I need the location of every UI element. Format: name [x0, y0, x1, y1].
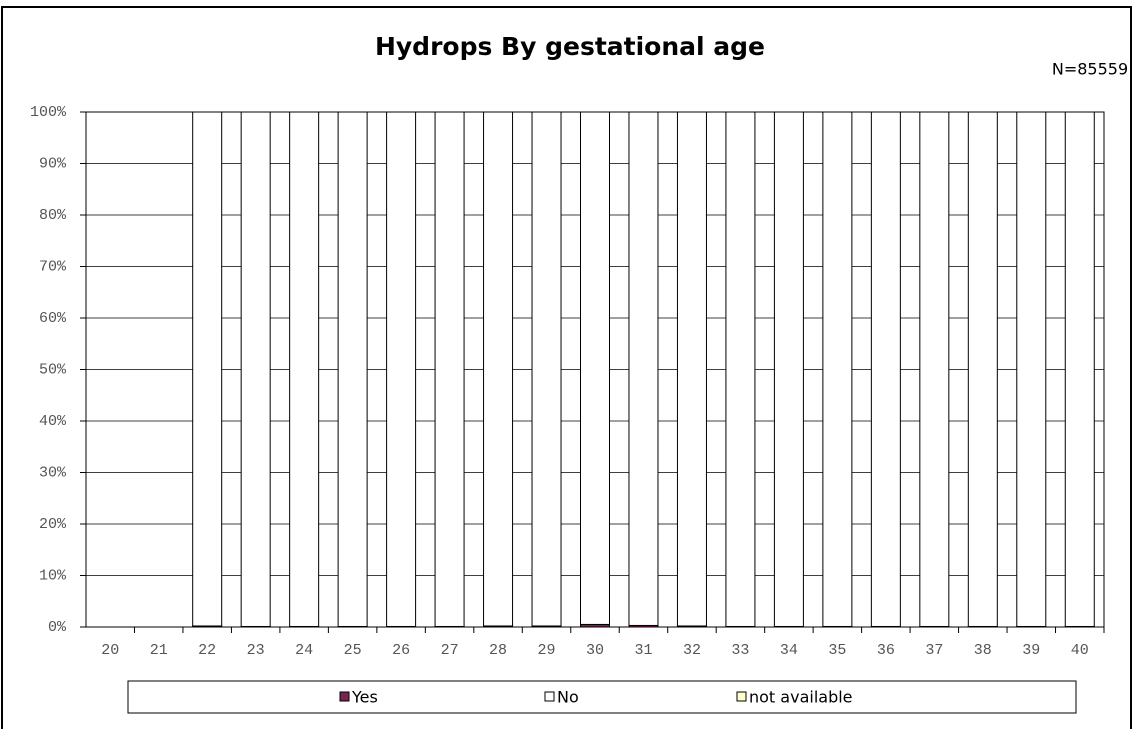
bar-segment [386, 111, 417, 627]
x-tick-label: 25 [344, 642, 362, 659]
x-tick-label: 30 [586, 642, 604, 659]
y-tick-label: 20% [39, 516, 67, 533]
annotation: N=85559 [1052, 60, 1128, 79]
x-tick-label: 23 [247, 642, 265, 659]
x-tick-label: 29 [538, 642, 556, 659]
chart-title: Hydrops By gestational age [375, 32, 765, 61]
bar-segment [192, 111, 223, 627]
bar-segment [919, 111, 950, 627]
legend-label: No [557, 688, 579, 707]
y-tick-label: 80% [39, 207, 67, 224]
bar-segment [870, 111, 901, 627]
x-tick-label: 34 [780, 642, 798, 659]
x-tick-label: 37 [925, 642, 943, 659]
y-tick-label: 60% [39, 310, 67, 327]
x-tick-label: 26 [392, 642, 410, 659]
x-tick-label: 20 [101, 642, 119, 659]
bar-segment [483, 111, 514, 627]
bar-segment [289, 111, 320, 627]
legend-label: not available [749, 688, 853, 707]
bar-segment [628, 111, 659, 626]
y-tick-label: 50% [39, 361, 67, 378]
bar-segment [773, 111, 804, 627]
bar-segment [1064, 111, 1095, 627]
y-tick-label: 90% [39, 155, 67, 172]
x-tick-label: 31 [634, 642, 652, 659]
x-tick-label: 35 [828, 642, 846, 659]
y-tick-label: 70% [39, 258, 67, 275]
legend-swatch [544, 691, 555, 702]
legend-swatch [736, 691, 747, 702]
legend [127, 680, 1077, 714]
x-tick-label: 28 [489, 642, 507, 659]
bar-segment [434, 111, 465, 627]
y-tick-label: 30% [39, 464, 67, 481]
bar-segment [240, 111, 271, 627]
legend-swatch [339, 691, 350, 702]
x-tick-label: 38 [974, 642, 992, 659]
x-tick-label: 36 [877, 642, 895, 659]
x-tick-label: 22 [198, 642, 216, 659]
x-tick-label: 39 [1022, 642, 1040, 659]
bar-segment [725, 111, 756, 627]
x-tick-label: 24 [295, 642, 313, 659]
x-tick-label: 40 [1071, 642, 1089, 659]
bar-segment [1016, 111, 1047, 627]
y-tick-label: 0% [48, 619, 67, 636]
bar-segment [580, 111, 610, 625]
bar-segment [337, 111, 368, 627]
bar-segment [967, 111, 998, 627]
bar-segment [822, 111, 853, 627]
y-tick-label: 100% [30, 104, 67, 121]
bar-segment [531, 111, 562, 627]
bar-segment [676, 111, 707, 627]
x-tick-label: 27 [441, 642, 459, 659]
x-tick-label: 32 [683, 642, 701, 659]
x-tick-label: 33 [731, 642, 749, 659]
y-tick-label: 40% [39, 413, 67, 430]
y-tick-label: 10% [39, 567, 67, 584]
x-tick-label: 21 [150, 642, 168, 659]
frame [1, 6, 1132, 729]
legend-label: Yes [351, 688, 378, 707]
